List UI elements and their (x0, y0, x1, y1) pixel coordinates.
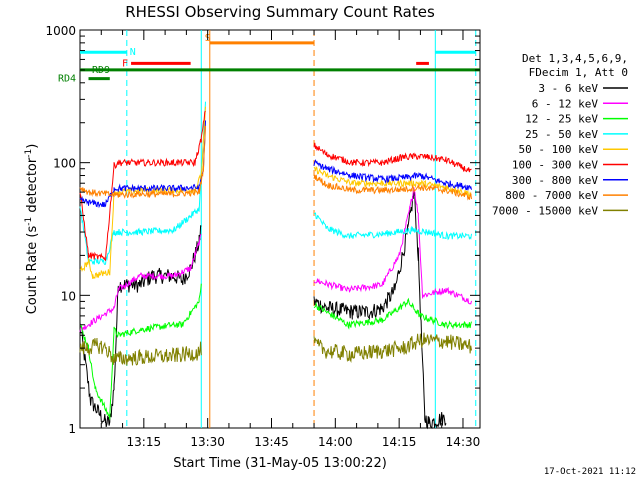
series-line-b (313, 332, 472, 364)
plot-frame (79, 29, 481, 429)
legend-entry-label: 800 - 7000 keV (505, 189, 598, 202)
legend-entry-label: 100 - 300 keV (512, 159, 598, 172)
legend-entry-label: 7000 - 15000 keV (492, 204, 598, 217)
series-line-b (313, 174, 472, 201)
x-tick-label: 13:15 (127, 435, 162, 449)
legend-entry-label: 3 - 6 keV (538, 82, 598, 95)
y-axis-label: Count Rate (s-1 detector-1) (24, 144, 40, 315)
timestamp: 17-Oct-2021 11:12 (544, 467, 636, 477)
flag-bars: NSFRD9RD4 (58, 33, 480, 85)
flag-label: N (130, 47, 136, 58)
series-line-a (79, 120, 206, 209)
x-axis-label: Start Time (31-May-05 13:00:22) (173, 456, 387, 471)
series-line-b (313, 297, 472, 330)
legend-entry-label: 50 - 100 keV (519, 143, 599, 156)
x-tick-label: 13:45 (254, 435, 289, 449)
y-tick-label: 10 (61, 289, 76, 303)
series-lines (79, 101, 472, 430)
legend-entry-label: 6 - 12 keV (532, 97, 599, 110)
series-line-b (313, 212, 472, 241)
x-tick-label: 14:30 (446, 435, 481, 449)
y-axis-ticks: 1 10 100 1000 (45, 24, 480, 436)
legend-header-2: FDecim 1, Att 0 (529, 66, 628, 79)
series-line-a (79, 125, 206, 199)
series-line-a (79, 283, 202, 420)
series-line-b (313, 187, 472, 305)
plot-area (79, 29, 481, 429)
legend-entry-label: 300 - 800 keV (512, 174, 598, 187)
series-line-a (79, 110, 206, 261)
x-tick-label: 13:30 (190, 435, 225, 449)
series-line-b (313, 159, 472, 191)
legend: Det 1,3,4,5,6,9, FDecim 1, Att 0 3 - 6 k… (492, 52, 628, 217)
flag-label: RD4 (58, 74, 76, 85)
flag-label: RD9 (92, 65, 110, 76)
legend-header-1: Det 1,3,4,5,6,9, (522, 52, 628, 65)
series-line-a (79, 337, 202, 366)
y-tick-label: 100 (53, 157, 76, 171)
x-tick-label: 14:15 (382, 435, 417, 449)
flag-label: F (122, 58, 128, 69)
series-line-b (313, 142, 472, 173)
series-line-a (79, 233, 202, 332)
legend-entry-label: 12 - 25 keV (525, 113, 598, 126)
series-line-b (313, 189, 447, 430)
series-line-a (79, 101, 206, 266)
y-tick-label: 1000 (45, 24, 76, 38)
x-tick-label: 14:00 (318, 435, 353, 449)
y-tick-label: 1 (68, 422, 76, 436)
legend-entry-label: 25 - 50 keV (525, 128, 598, 141)
chart-title: RHESSI Observing Summary Count Rates (125, 3, 435, 21)
series-line-a (79, 225, 202, 428)
x-axis-ticks: 13:15 13:30 13:45 14:00 14:15 14:30 (100, 30, 481, 449)
